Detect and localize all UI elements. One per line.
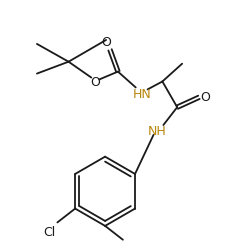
Text: NH: NH xyxy=(147,125,166,138)
Text: HN: HN xyxy=(132,87,150,101)
Text: O: O xyxy=(101,36,110,49)
Text: O: O xyxy=(199,90,209,103)
Text: O: O xyxy=(90,76,100,89)
Text: Cl: Cl xyxy=(43,225,55,238)
